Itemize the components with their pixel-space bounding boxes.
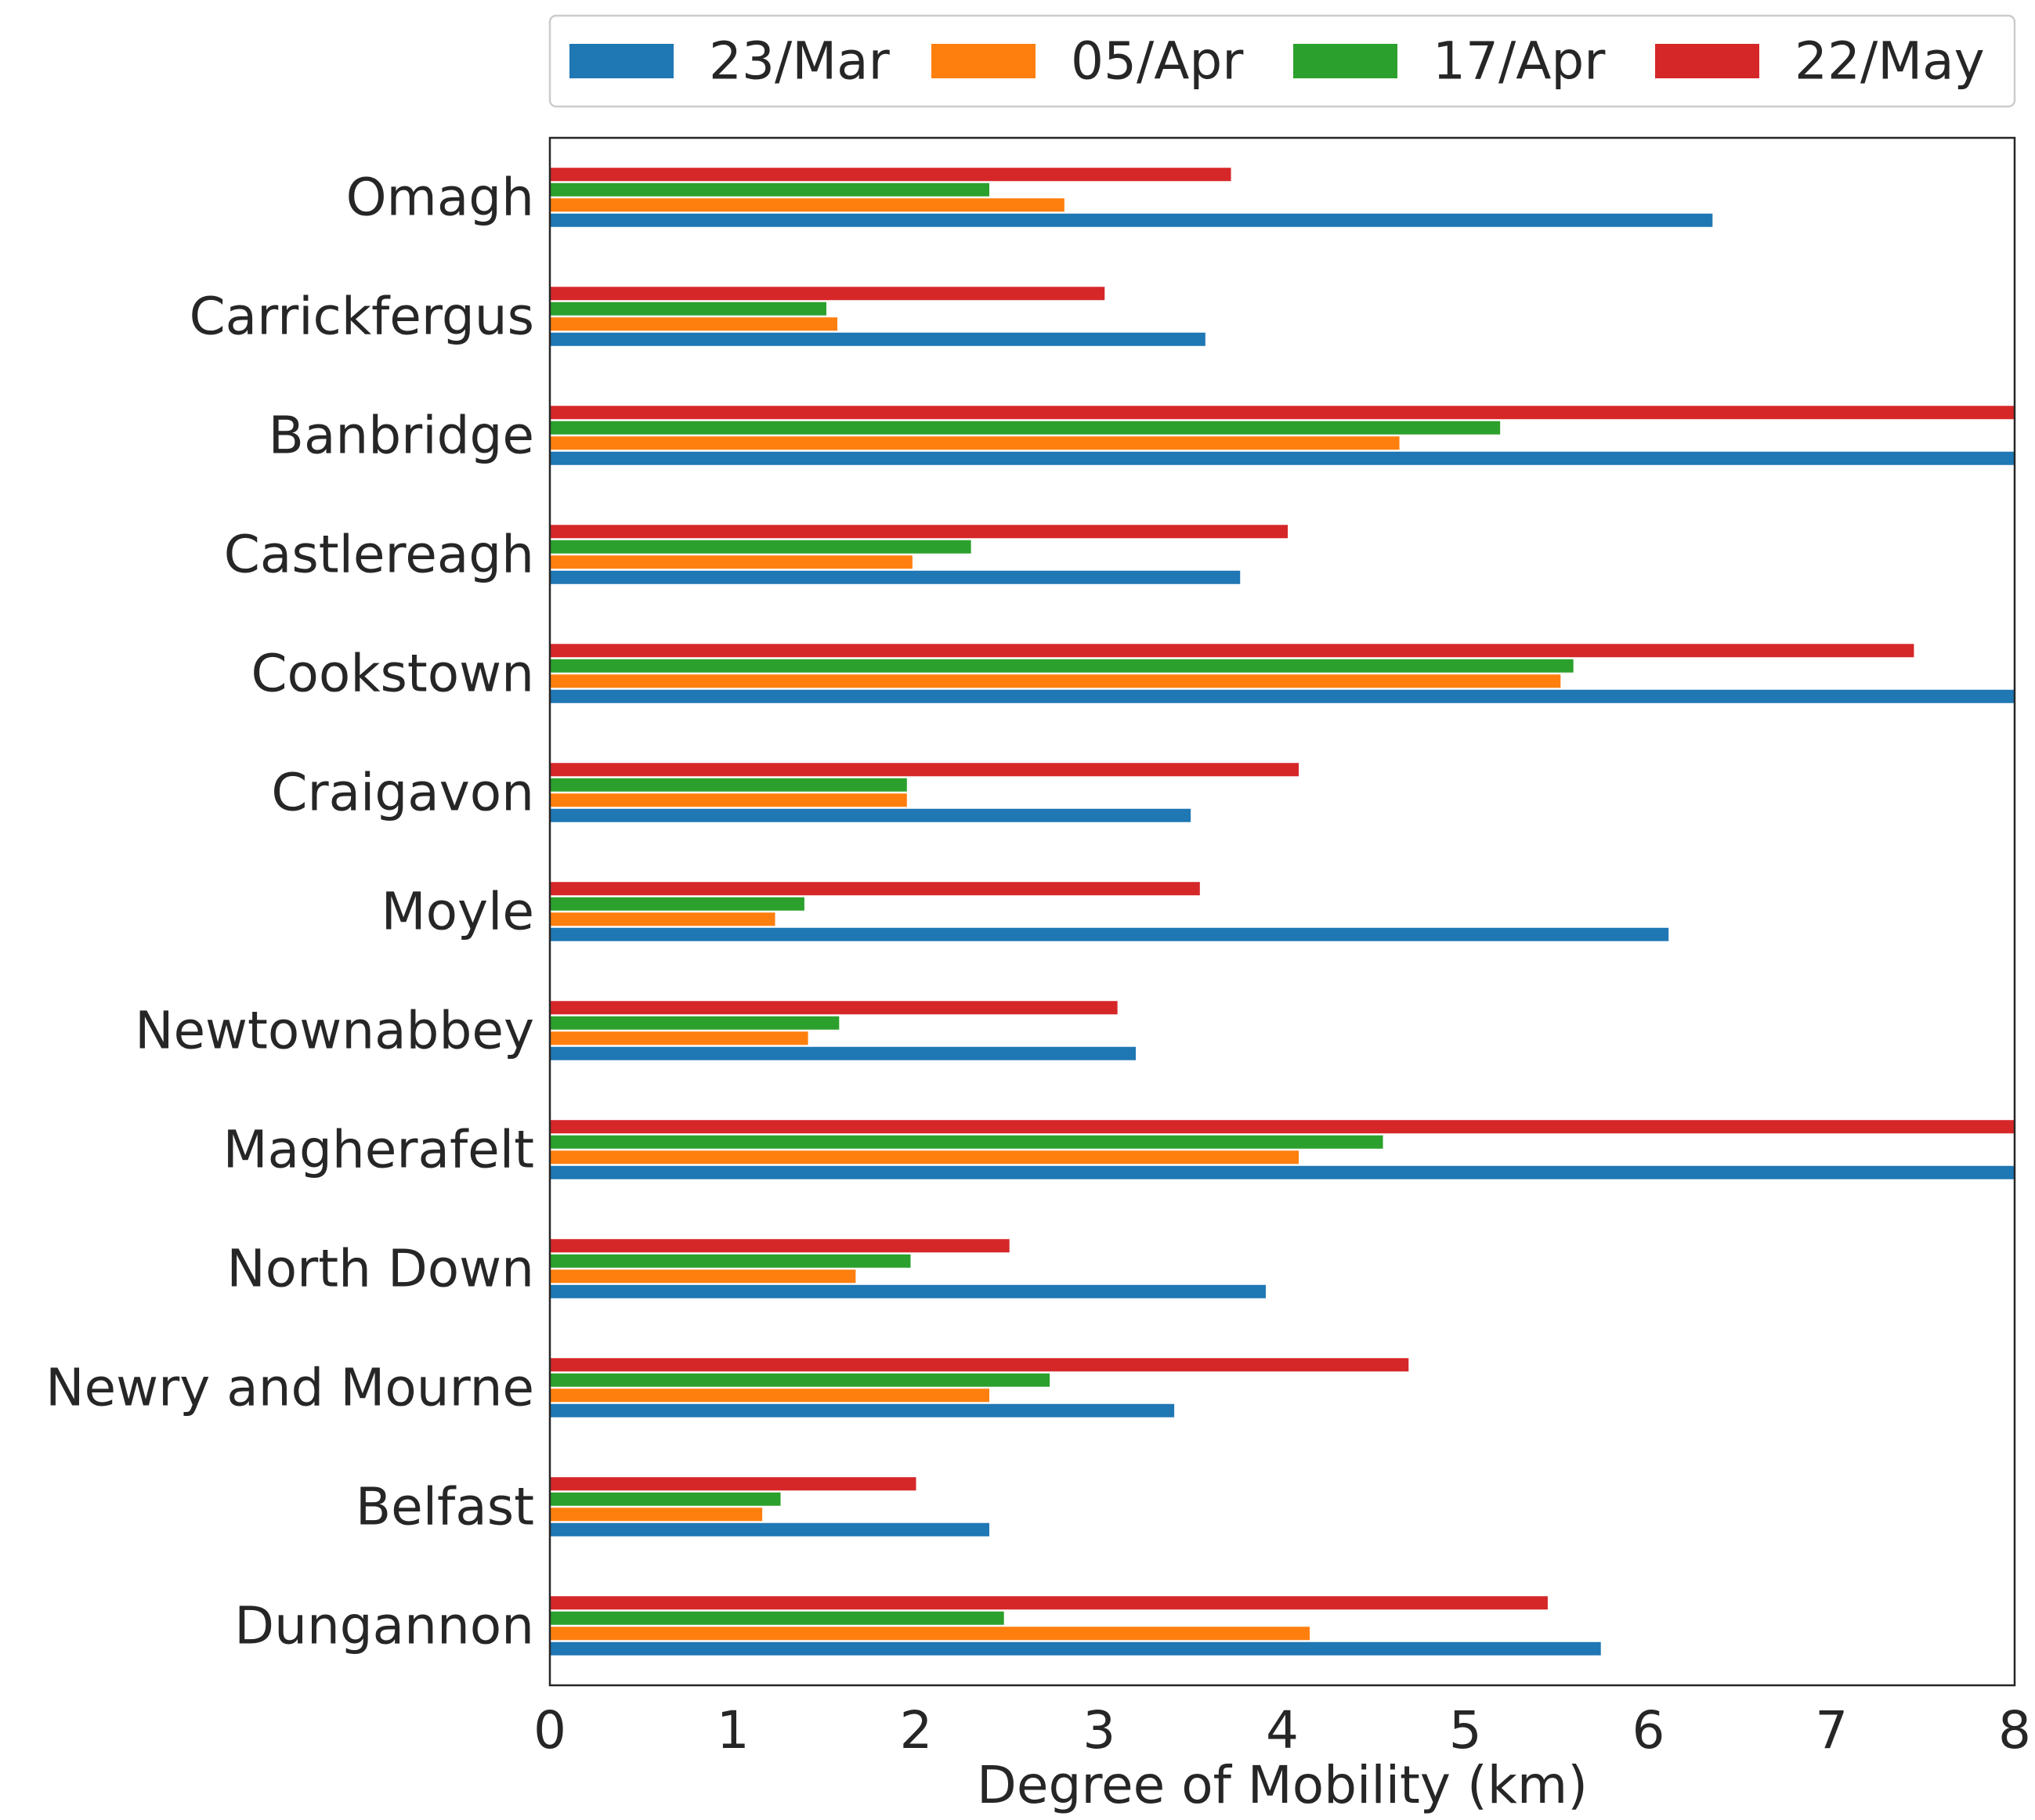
bar-omagh-series-1 <box>550 213 1713 227</box>
x-tick-label: 0 <box>533 1700 566 1760</box>
legend-swatch <box>569 44 674 78</box>
legend-label: 22/May <box>1795 31 1985 92</box>
bar-carrickfergus-series-4 <box>550 287 1105 301</box>
bar-dungannon-series-1 <box>550 1641 1601 1656</box>
bar-north-down-series-3 <box>550 1254 911 1268</box>
y-tick-label: Omagh <box>346 168 534 228</box>
bar-cookstown-series-2 <box>550 674 1561 688</box>
legend-label: 05/Apr <box>1071 31 1244 92</box>
bar-newtownabbey-series-2 <box>550 1031 808 1045</box>
bar-magherafelt-series-4 <box>550 1120 2015 1134</box>
bar-dungannon-series-2 <box>550 1627 1310 1641</box>
bar-moyle-series-3 <box>550 897 804 911</box>
y-tick-label: Castlereagh <box>224 525 534 585</box>
bar-cookstown-series-4 <box>550 644 1914 658</box>
x-tick-label: 5 <box>1449 1700 1482 1760</box>
bar-newry-and-mourne-series-3 <box>550 1373 1050 1387</box>
legend-label: 17/Apr <box>1433 31 1606 92</box>
bar-north-down-series-2 <box>550 1269 856 1284</box>
bar-castlereagh-series-3 <box>550 540 971 554</box>
y-tick-label: Cookstown <box>251 644 534 704</box>
legend-label: 23/Mar <box>709 31 891 92</box>
bar-magherafelt-series-3 <box>550 1135 1383 1149</box>
x-tick-label: 3 <box>1083 1700 1115 1760</box>
bar-north-down-series-1 <box>550 1284 1266 1298</box>
bar-omagh-series-4 <box>550 168 1231 182</box>
bar-craigavon-series-4 <box>550 763 1299 777</box>
plot-frame <box>548 136 2016 1687</box>
bar-castlereagh-series-4 <box>550 525 1289 539</box>
y-tick-label: Craigavon <box>271 763 534 823</box>
bar-carrickfergus-series-2 <box>550 317 837 331</box>
legend-swatch <box>1655 44 1759 78</box>
bar-newry-and-mourne-series-1 <box>550 1403 1175 1417</box>
y-tick-label: Magherafelt <box>223 1120 534 1180</box>
x-tick-label: 1 <box>717 1700 750 1760</box>
legend-swatch <box>931 44 1036 78</box>
y-tick-label: Newtownabbey <box>135 1001 534 1061</box>
x-tick-label: 4 <box>1266 1700 1299 1760</box>
bar-cookstown-series-3 <box>550 659 1574 673</box>
bar-belfast-series-2 <box>550 1508 763 1522</box>
bar-belfast-series-1 <box>550 1522 989 1537</box>
bar-newtownabbey-series-4 <box>550 1001 1118 1015</box>
x-tick-labels: 0 1 2 3 4 5 6 7 8 <box>533 1700 2031 1760</box>
bar-moyle-series-2 <box>550 912 775 926</box>
y-tick-labels: Omagh Carrickfergus Banbridge Castlereagh Co… <box>45 168 534 1656</box>
bar-north-down-series-4 <box>550 1239 1010 1253</box>
legend: 23/Mar 05/Apr 17/Apr 22/May <box>548 14 2016 108</box>
bar-carrickfergus-series-1 <box>550 332 1205 346</box>
x-tick-label: 8 <box>1998 1700 2031 1760</box>
bar-newry-and-mourne-series-2 <box>550 1388 989 1403</box>
bar-belfast-series-3 <box>550 1492 781 1506</box>
bar-castlereagh-series-2 <box>550 555 913 569</box>
bar-belfast-series-4 <box>550 1477 916 1491</box>
bar-newtownabbey-series-3 <box>550 1016 840 1030</box>
bar-newtownabbey-series-1 <box>550 1046 1136 1060</box>
bar-craigavon-series-3 <box>550 778 907 792</box>
y-tick-label: Dungannon <box>234 1596 534 1656</box>
bars-group <box>550 168 2015 1656</box>
legend-swatch <box>1293 44 1397 78</box>
bar-omagh-series-3 <box>550 182 989 197</box>
bar-magherafelt-series-2 <box>550 1150 1299 1165</box>
bar-banbridge-series-4 <box>550 406 2015 420</box>
bar-moyle-series-4 <box>550 882 1200 896</box>
bar-banbridge-series-2 <box>550 436 1400 450</box>
bar-newry-and-mourne-series-4 <box>550 1358 1409 1372</box>
y-tick-label: Banbridge <box>269 406 534 466</box>
bar-banbridge-series-1 <box>550 451 2015 465</box>
bar-moyle-series-1 <box>550 927 1669 941</box>
bar-dungannon-series-4 <box>550 1596 1548 1610</box>
x-axis-label: Degree of Mobility (km) <box>977 1755 1588 1815</box>
bar-omagh-series-2 <box>550 198 1064 212</box>
y-tick-label: Moyle <box>381 882 534 942</box>
y-tick-label: North Down <box>226 1239 534 1299</box>
bar-castlereagh-series-1 <box>550 570 1241 584</box>
bar-cookstown-series-1 <box>550 689 2015 703</box>
y-tick-label: Carrickfergus <box>190 287 534 347</box>
bar-carrickfergus-series-3 <box>550 302 826 316</box>
bar-magherafelt-series-1 <box>550 1165 2015 1179</box>
bar-banbridge-series-3 <box>550 421 1501 435</box>
bar-craigavon-series-2 <box>550 793 907 807</box>
legend-frame <box>548 14 2016 108</box>
x-tick-label: 6 <box>1632 1700 1665 1760</box>
x-tick-label: 2 <box>900 1700 933 1760</box>
bar-craigavon-series-1 <box>550 808 1191 822</box>
y-tick-label: Belfast <box>356 1477 534 1537</box>
x-tick-label: 7 <box>1815 1700 1848 1760</box>
bar-dungannon-series-3 <box>550 1611 1004 1625</box>
y-tick-label: Newry and Mourne <box>45 1358 534 1418</box>
